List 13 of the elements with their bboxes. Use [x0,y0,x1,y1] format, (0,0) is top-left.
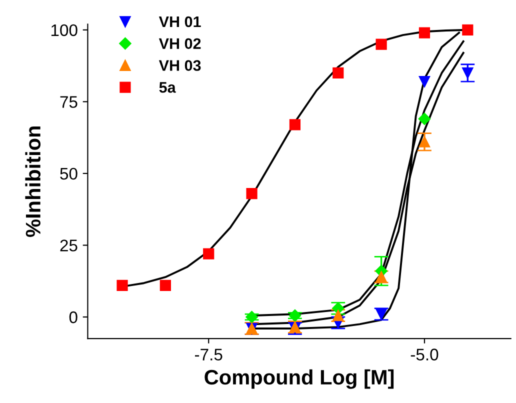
legend-label: VH 01 [158,16,201,28]
y-tick-label: 100 [51,24,78,36]
x-tick-label: -5.0 [410,348,438,360]
y-tick-label: 50 [60,168,78,180]
legend-label: 5a [159,82,176,93]
x-tick-label: -7.5 [194,348,222,360]
legend-label: VH 03 [158,60,201,71]
y-tick-label: 75 [60,96,78,108]
y-tick-label: 0 [69,311,78,324]
x-axis-title: Compound Log [M] [204,369,394,389]
y-axis-title: %Inhibition [25,126,41,237]
y-tick-label: 25 [60,240,78,252]
legend-label: VH 02 [158,38,201,50]
